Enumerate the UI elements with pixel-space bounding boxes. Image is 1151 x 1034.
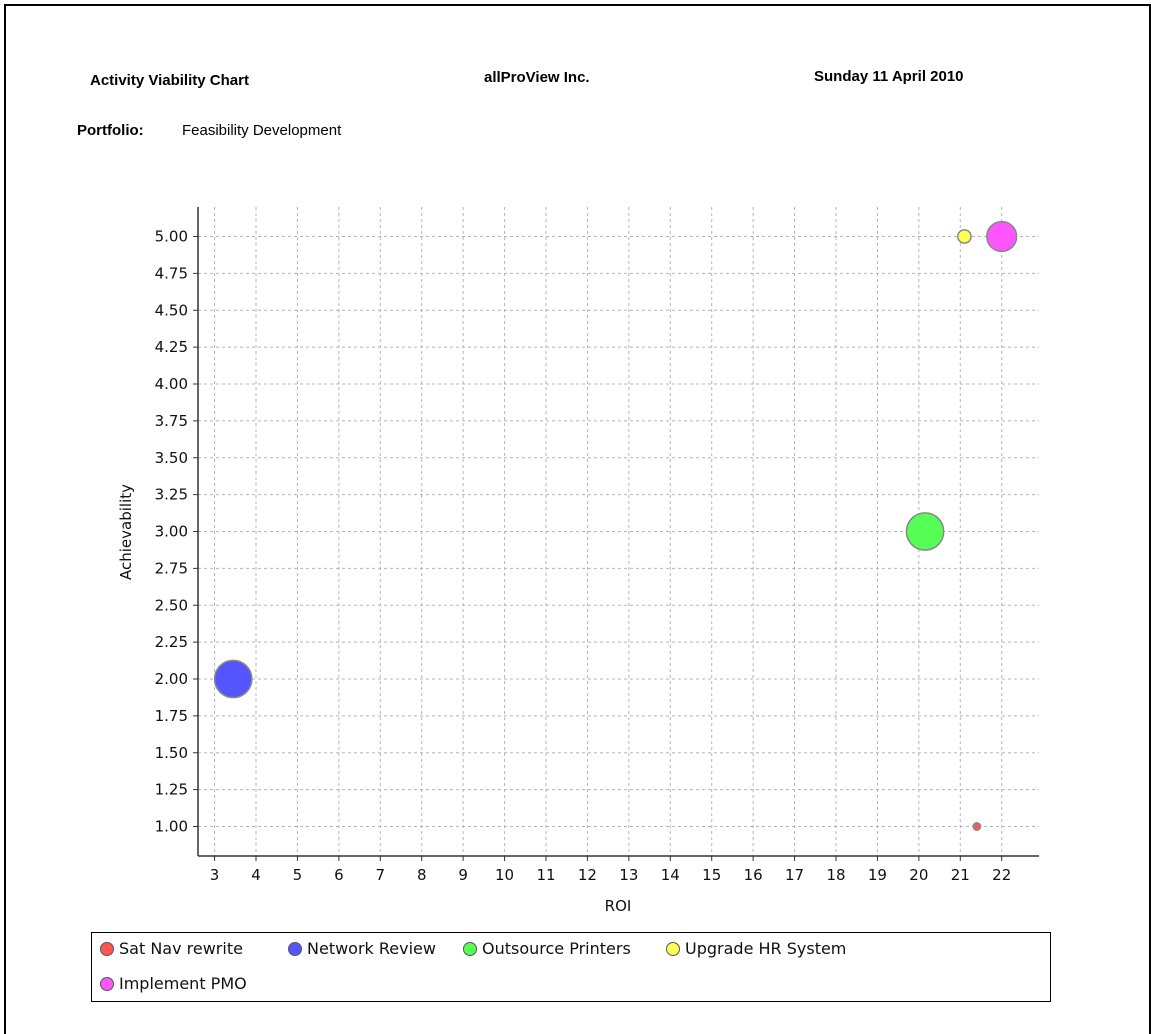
- bubble-upgrade-hr-system: [957, 229, 972, 244]
- legend-label: Upgrade HR System: [685, 939, 847, 958]
- bubble-implement-pmo: [986, 220, 1018, 253]
- y-tick-label: 2.50: [155, 596, 188, 614]
- legend-label: Sat Nav rewrite: [119, 939, 243, 958]
- y-tick-label: 2.25: [155, 633, 188, 651]
- y-tick-label: 3.00: [155, 523, 188, 541]
- legend-item-outsource-printers: Outsource Printers: [463, 939, 631, 958]
- x-tick-label: 3: [210, 866, 220, 884]
- x-tick-label: 13: [619, 866, 638, 884]
- x-tick-label: 14: [661, 866, 680, 884]
- bubbles: [213, 220, 1018, 831]
- grid: [198, 207, 1039, 856]
- portfolio-label: Portfolio:: [77, 122, 144, 139]
- y-tick-label: 5.00: [155, 228, 188, 246]
- x-tick-label: 4: [251, 866, 261, 884]
- legend-swatch-implement-pmo: [100, 976, 114, 991]
- y-tick-label: 3.75: [155, 412, 188, 430]
- portfolio-value: Feasibility Development: [182, 122, 342, 139]
- x-tick-label: 5: [293, 866, 303, 884]
- y-tick-label: 2.00: [155, 670, 188, 688]
- y-tick-label: 4.25: [155, 338, 188, 356]
- legend-swatch-outsource-printers: [463, 941, 477, 956]
- legend-item-implement-pmo: Implement PMO: [100, 974, 247, 993]
- report-title: Activity Viability Chart: [90, 72, 249, 89]
- y-tick-label: 4.50: [155, 301, 188, 319]
- y-tick-label: 1.50: [155, 744, 188, 762]
- x-tick-label: 17: [785, 866, 804, 884]
- y-tick-label: 1.75: [155, 707, 188, 725]
- x-tick-label: 19: [868, 866, 887, 884]
- legend-label: Network Review: [307, 939, 436, 958]
- x-tick-label: 16: [744, 866, 763, 884]
- x-tick-label: 9: [458, 866, 468, 884]
- x-tick-label: 22: [992, 866, 1011, 884]
- x-tick-label: 15: [702, 866, 721, 884]
- x-tick-label: 21: [951, 866, 970, 884]
- legend-item-network-review: Network Review: [288, 939, 436, 958]
- bubble-outsource-printers: [905, 512, 945, 551]
- bubble-network-review: [213, 659, 253, 699]
- legend: Sat Nav rewrite Network Review Outsource P…: [91, 932, 1051, 1002]
- x-tick-label: 20: [909, 866, 928, 884]
- y-tick-label: 1.25: [155, 781, 188, 799]
- legend-swatch-sat-nav-rewrite: [100, 941, 114, 956]
- legend-swatch-upgrade-hr-system: [666, 941, 680, 956]
- bubble-sat-nav-rewrite: [972, 822, 982, 831]
- x-tick-label: 8: [417, 866, 427, 884]
- legend-label: Implement PMO: [119, 974, 247, 993]
- y-tick-label: 3.25: [155, 486, 188, 504]
- x-tick-label: 10: [495, 866, 514, 884]
- x-tick-label: 18: [826, 866, 845, 884]
- x-tick-label: 12: [578, 866, 597, 884]
- company-name: allProView Inc.: [484, 69, 590, 86]
- x-tick-label: 6: [334, 866, 344, 884]
- axes: 3 4 5 6 7 8 9 10 11 12 13 14 15 16 17 18 19 20 21 22 1.00 1.2…: [155, 207, 1039, 884]
- y-tick-label: 2.75: [155, 559, 188, 577]
- y-tick-label: 3.50: [155, 449, 188, 467]
- x-tick-label: 11: [536, 866, 555, 884]
- y-tick-label: 4.00: [155, 375, 188, 393]
- y-axis-title: Achievability: [117, 484, 135, 580]
- legend-item-upgrade-hr-system: Upgrade HR System: [666, 939, 846, 958]
- page-frame: [4, 4, 1151, 1034]
- legend-swatch-network-review: [288, 941, 302, 956]
- x-axis-title: ROI: [605, 897, 632, 915]
- y-tick-label: 4.75: [155, 264, 188, 282]
- report-date: Sunday 11 April 2010: [814, 68, 964, 85]
- legend-item-sat-nav-rewrite: Sat Nav rewrite: [100, 939, 243, 958]
- y-tick-label: 1.00: [155, 818, 188, 836]
- legend-label: Outsource Printers: [482, 939, 631, 958]
- bubble-chart: 3 4 5 6 7 8 9 10 11 12 13 14 15 16 17 18 19 20 21 22 1.00 1.2…: [117, 207, 1039, 915]
- x-tick-label: 7: [376, 866, 386, 884]
